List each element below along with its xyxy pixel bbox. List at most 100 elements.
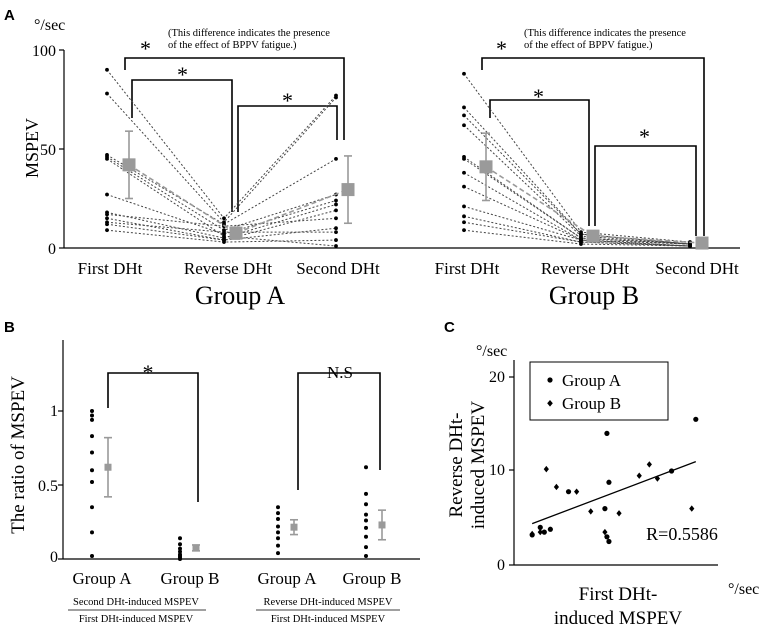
panel-c-legend-group-b: Group B (562, 394, 621, 413)
ratio-point (364, 502, 368, 507)
panel-b-xlabel-1: Group A (72, 569, 132, 588)
panel-a-ga-star-1: * (177, 62, 188, 87)
panel-a-gb-star-1: * (533, 84, 544, 109)
ratio-point (90, 468, 94, 473)
panel-c-ytick-20: 20 (489, 369, 505, 386)
group-a-point (602, 506, 608, 512)
subject-point (334, 198, 338, 203)
subject-point (579, 242, 583, 246)
mean-marker (122, 158, 136, 172)
ratio-point (364, 465, 368, 470)
panel-a-ga-note-line2: of the effect of BPPV fatigue.) (168, 40, 297, 51)
group-b-point (689, 505, 695, 512)
subject-point (105, 157, 109, 161)
subject-point (334, 244, 338, 248)
panel-a-ga-xlabel-first: First DHt (78, 259, 143, 278)
panel-c-ylabel-line2: induced MSPEV (468, 401, 489, 530)
subject-line-0-5 (106, 203, 337, 239)
subject-point (105, 228, 109, 233)
ratio-point (276, 551, 280, 556)
panel-a-gb-star-2: * (639, 124, 650, 149)
ratio-point (90, 480, 94, 485)
subject-point (334, 216, 338, 221)
subject-point (462, 71, 466, 76)
panel-c-letter: C (444, 319, 455, 336)
subject-point (105, 67, 109, 72)
panel-b-ytick-1: 1 (50, 403, 58, 420)
ratio-point (276, 536, 280, 541)
panel-c-ytick-0: 0 (497, 557, 505, 574)
panel-c-ytick-10: 10 (489, 462, 505, 479)
panel-c-ylabel-line1: Reverse DHt- (446, 413, 467, 518)
subject-point (334, 208, 338, 213)
legend-circle-marker (547, 377, 553, 383)
panel-c: C °/sec Reverse DHt- induced MSPEV 20 10… (444, 319, 759, 629)
subject-line-0-4 (106, 194, 337, 235)
ratio-point (276, 530, 280, 535)
panel-a-ga-bracket-2 (237, 105, 338, 212)
group-b-point (543, 465, 549, 473)
subject-point (462, 123, 466, 128)
subject-line-0-2 (106, 154, 337, 225)
subject-point (462, 214, 466, 219)
panel-b: B The ratio of MSPEV 1 0.5 0 Group A Gro… (4, 319, 420, 625)
panel-b-letter: B (4, 319, 15, 336)
group-a-point (565, 489, 572, 495)
subject-point (105, 91, 109, 96)
panel-b-bracket-2 (297, 372, 381, 490)
panel-a-ytick-0: 0 (48, 241, 56, 258)
subject-point (462, 220, 466, 225)
mean-marker (341, 183, 355, 197)
panel-b-ytick-0-5: 0.5 (38, 478, 58, 495)
panel-a-ytick-50: 50 (40, 142, 56, 159)
ratio-point (178, 549, 182, 554)
panel-a-unit: °/sec (34, 17, 65, 34)
subject-line-1-7 (463, 186, 691, 247)
mean-marker (229, 226, 243, 240)
mean-marker (695, 236, 709, 250)
subject-line-1-9 (463, 215, 691, 247)
subject-point (462, 184, 466, 189)
ratio-point (178, 542, 182, 547)
panel-a-ga-note-line1: (This difference indicates the presence (168, 28, 330, 39)
subject-line-1-1 (463, 107, 691, 245)
ratio-point (90, 530, 94, 535)
panel-c-unit-y: °/sec (476, 343, 507, 360)
panel-a-data (105, 67, 709, 250)
ratio-point (364, 512, 368, 517)
ratio-point (276, 524, 280, 529)
panel-a-gb-note-line2: of the effect of BPPV fatigue.) (524, 40, 653, 51)
panel-a-gb-xlabel-first: First DHt (435, 259, 500, 278)
group-a-point (668, 468, 675, 474)
panel-a-ga-bracket-1 (131, 79, 233, 212)
subject-point (105, 192, 109, 197)
panel-c-unit-x: °/sec (728, 581, 759, 598)
ratio-point (178, 557, 182, 561)
subject-point (222, 240, 226, 244)
panel-a-ga-star-2: * (282, 88, 293, 113)
group-b-point (636, 472, 642, 479)
subject-point (334, 226, 338, 231)
group-b-point (646, 461, 652, 468)
ratio-point (178, 546, 182, 551)
group-a-point (537, 524, 543, 531)
subject-point (334, 230, 338, 235)
panel-a-gb-note-line1: (This difference indicates the presence (524, 28, 686, 39)
subject-point (462, 113, 466, 118)
ratio-point (364, 554, 368, 559)
group-b-point (616, 510, 622, 517)
subject-line-0-1 (106, 93, 337, 224)
mean-marker (479, 160, 493, 174)
ratio-point (364, 545, 368, 550)
group-b-point (602, 528, 608, 536)
panel-a-gb-bracket-outer (481, 57, 705, 236)
ratio-point (364, 525, 368, 530)
ratio-mean-marker (104, 463, 112, 471)
group-a-point (693, 416, 699, 422)
panel-b-ylabel: The ratio of MSPEV (8, 376, 29, 534)
legend-diamond-marker (547, 400, 553, 407)
ratio-point (90, 409, 94, 413)
ratio-point (364, 491, 368, 496)
panel-b-xlabel-4: Group B (342, 569, 401, 588)
